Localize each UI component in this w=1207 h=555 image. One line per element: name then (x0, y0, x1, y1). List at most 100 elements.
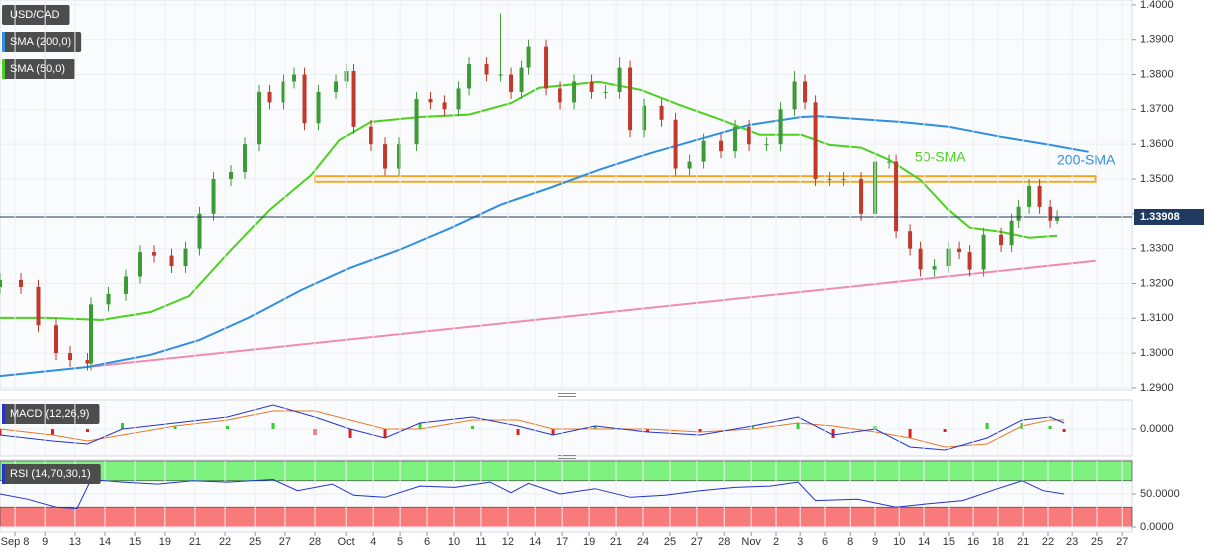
legend-swatch (2, 32, 5, 52)
legend-box (2, 464, 101, 484)
legend-label: SMA (50,0) (10, 63, 65, 75)
candle-body (138, 252, 143, 277)
x-tick-label: 10 (448, 536, 460, 548)
rsi-line (0, 478, 1065, 510)
candle-body (369, 126, 374, 145)
candle-body (967, 252, 972, 270)
annotation: 200-SMA (1057, 152, 1116, 168)
candle-body (519, 67, 524, 92)
panel-handle[interactable] (558, 455, 576, 459)
x-tick-label: Oct (338, 536, 355, 548)
candle-body (89, 304, 94, 364)
candle-body (1037, 185, 1042, 207)
candle-body (85, 360, 90, 364)
macd-histogram-bar (551, 429, 555, 435)
x-tick-label: 25 (1091, 536, 1103, 548)
candle-body (792, 81, 797, 110)
candle-body (383, 144, 388, 169)
x-tick-label: 19 (159, 536, 171, 548)
candle-body (603, 91, 608, 93)
candle-body (1048, 206, 1053, 221)
legend-label: SMA (200,0) (10, 36, 71, 48)
x-tick-label: 2 (773, 536, 779, 548)
x-tick-label: 5 (397, 536, 403, 548)
x-tick-label: 17 (556, 536, 568, 548)
candle-body (36, 286, 41, 326)
x-tick-label: 22 (1042, 536, 1054, 548)
legend-box (2, 59, 76, 79)
y-tick-label: 1.2900 (1140, 382, 1174, 394)
macd-histogram-bar (646, 429, 650, 432)
candle-body (841, 178, 846, 180)
y-tick-label: 50.0000 (1140, 488, 1180, 500)
legend-label: MACD (12,26,9) (10, 408, 89, 420)
macd-histogram-bar (0, 429, 2, 435)
macd-histogram-bar (1062, 429, 1066, 432)
macd-histogram-bar (271, 423, 275, 429)
candle-body (918, 248, 923, 270)
x-tick-label: 11 (475, 536, 486, 548)
macd-histogram-bar (383, 429, 387, 438)
legend-label: USD/CAD (10, 9, 60, 21)
candle-body (267, 91, 272, 103)
annotation: 50-SMA (915, 149, 966, 165)
candle-body (229, 172, 234, 179)
candle-body (572, 81, 577, 103)
x-tick-label: Nov (741, 536, 761, 548)
x-tick-label: 10 (893, 536, 905, 548)
candle-body (813, 102, 818, 179)
candle-body (281, 81, 286, 103)
candle-body (428, 98, 433, 103)
x-tick-label: 28 (718, 536, 730, 548)
candle-body (673, 119, 678, 169)
candle-body (302, 74, 307, 124)
macd-histogram-bar (418, 423, 422, 429)
candle-body (292, 74, 297, 82)
candle-body (526, 46, 531, 68)
y-tick-label: 1.4000 (1140, 0, 1174, 11)
macd-histogram-bar (796, 423, 800, 429)
candle-body (1027, 185, 1032, 207)
last-price-box (1134, 209, 1204, 226)
rsi-band (0, 506, 1133, 528)
candle-body (397, 144, 402, 169)
candle-body (628, 67, 633, 131)
macd-histogram-bar (226, 426, 230, 429)
x-tick-label: 23 (1066, 536, 1078, 548)
candle-body (257, 91, 262, 145)
x-tick-label: 19 (583, 536, 595, 548)
y-tick-label: 0.0000 (1140, 521, 1174, 533)
candle-body (106, 293, 111, 305)
candle-body (334, 81, 339, 92)
macd-panel (0, 399, 1133, 457)
legend-swatch (2, 404, 5, 424)
candle-body (659, 105, 664, 120)
x-tick-label: 21 (1017, 536, 1029, 548)
candle-body (442, 102, 447, 110)
candle-body (957, 248, 962, 253)
x-tick-label: 15 (129, 536, 141, 548)
candle-body (68, 353, 73, 361)
x-tick-label: 21 (189, 536, 201, 548)
candle-body (183, 248, 188, 267)
macd-histogram-bar (943, 429, 947, 432)
candle-body (1055, 217, 1060, 221)
candle-body (642, 105, 647, 131)
x-tick-label: 6 (424, 536, 430, 548)
candle-body (484, 64, 489, 75)
sma-line (0, 80, 1058, 322)
x-tick-label: 12 (502, 536, 514, 548)
x-tick-label: 15 (943, 536, 955, 548)
macd-histogram-bar (831, 429, 835, 438)
candle-body (19, 279, 24, 287)
x-tick-label: 21 (610, 536, 622, 548)
candle-body (124, 276, 129, 294)
x-tick-label: 13 (69, 536, 81, 548)
y-tick-label: 1.3500 (1140, 173, 1174, 185)
candle-body (887, 161, 892, 163)
candle-body (243, 144, 248, 173)
y-tick-label: 1.3600 (1140, 138, 1174, 150)
panel-handle[interactable] (558, 393, 576, 397)
